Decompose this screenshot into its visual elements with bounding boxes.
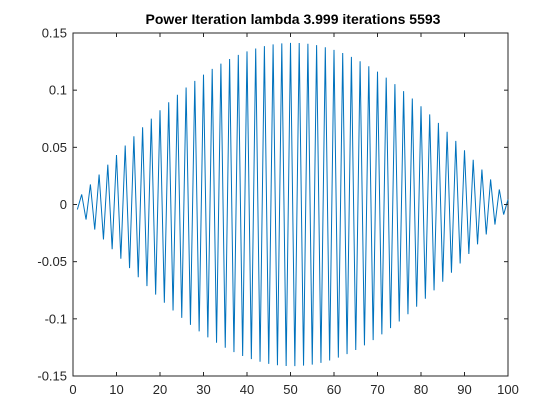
chart-title: Power Iteration lambda 3.999 iterations … <box>146 11 441 27</box>
y-tick-label: -0.05 <box>37 254 67 269</box>
x-tick-label: 100 <box>497 382 519 397</box>
x-tick-label: 20 <box>153 382 167 397</box>
x-tick-label: 0 <box>69 382 76 397</box>
x-tick-label: 30 <box>196 382 210 397</box>
y-tick-label: -0.15 <box>37 369 67 384</box>
x-tick-label: 10 <box>109 382 123 397</box>
y-tick-label: 0.15 <box>42 26 67 41</box>
y-tick-label: 0.05 <box>42 140 67 155</box>
x-tick-label: 40 <box>240 382 254 397</box>
x-tick-label: 60 <box>327 382 341 397</box>
x-tick-label: 50 <box>283 382 297 397</box>
y-tick-label: 0 <box>60 197 67 212</box>
series-line <box>76 42 509 367</box>
y-tick-label: -0.1 <box>45 311 67 326</box>
y-tick-label: 0.1 <box>49 83 67 98</box>
x-tick-label: 70 <box>370 382 384 397</box>
x-tick-label: 80 <box>414 382 428 397</box>
x-tick-label: 90 <box>457 382 471 397</box>
plot-area: 0 10 20 30 40 50 60 70 80 90 100 -0.15 -0.1 -0.05 0 0.0… <box>37 26 518 398</box>
axes-box <box>72 32 509 377</box>
